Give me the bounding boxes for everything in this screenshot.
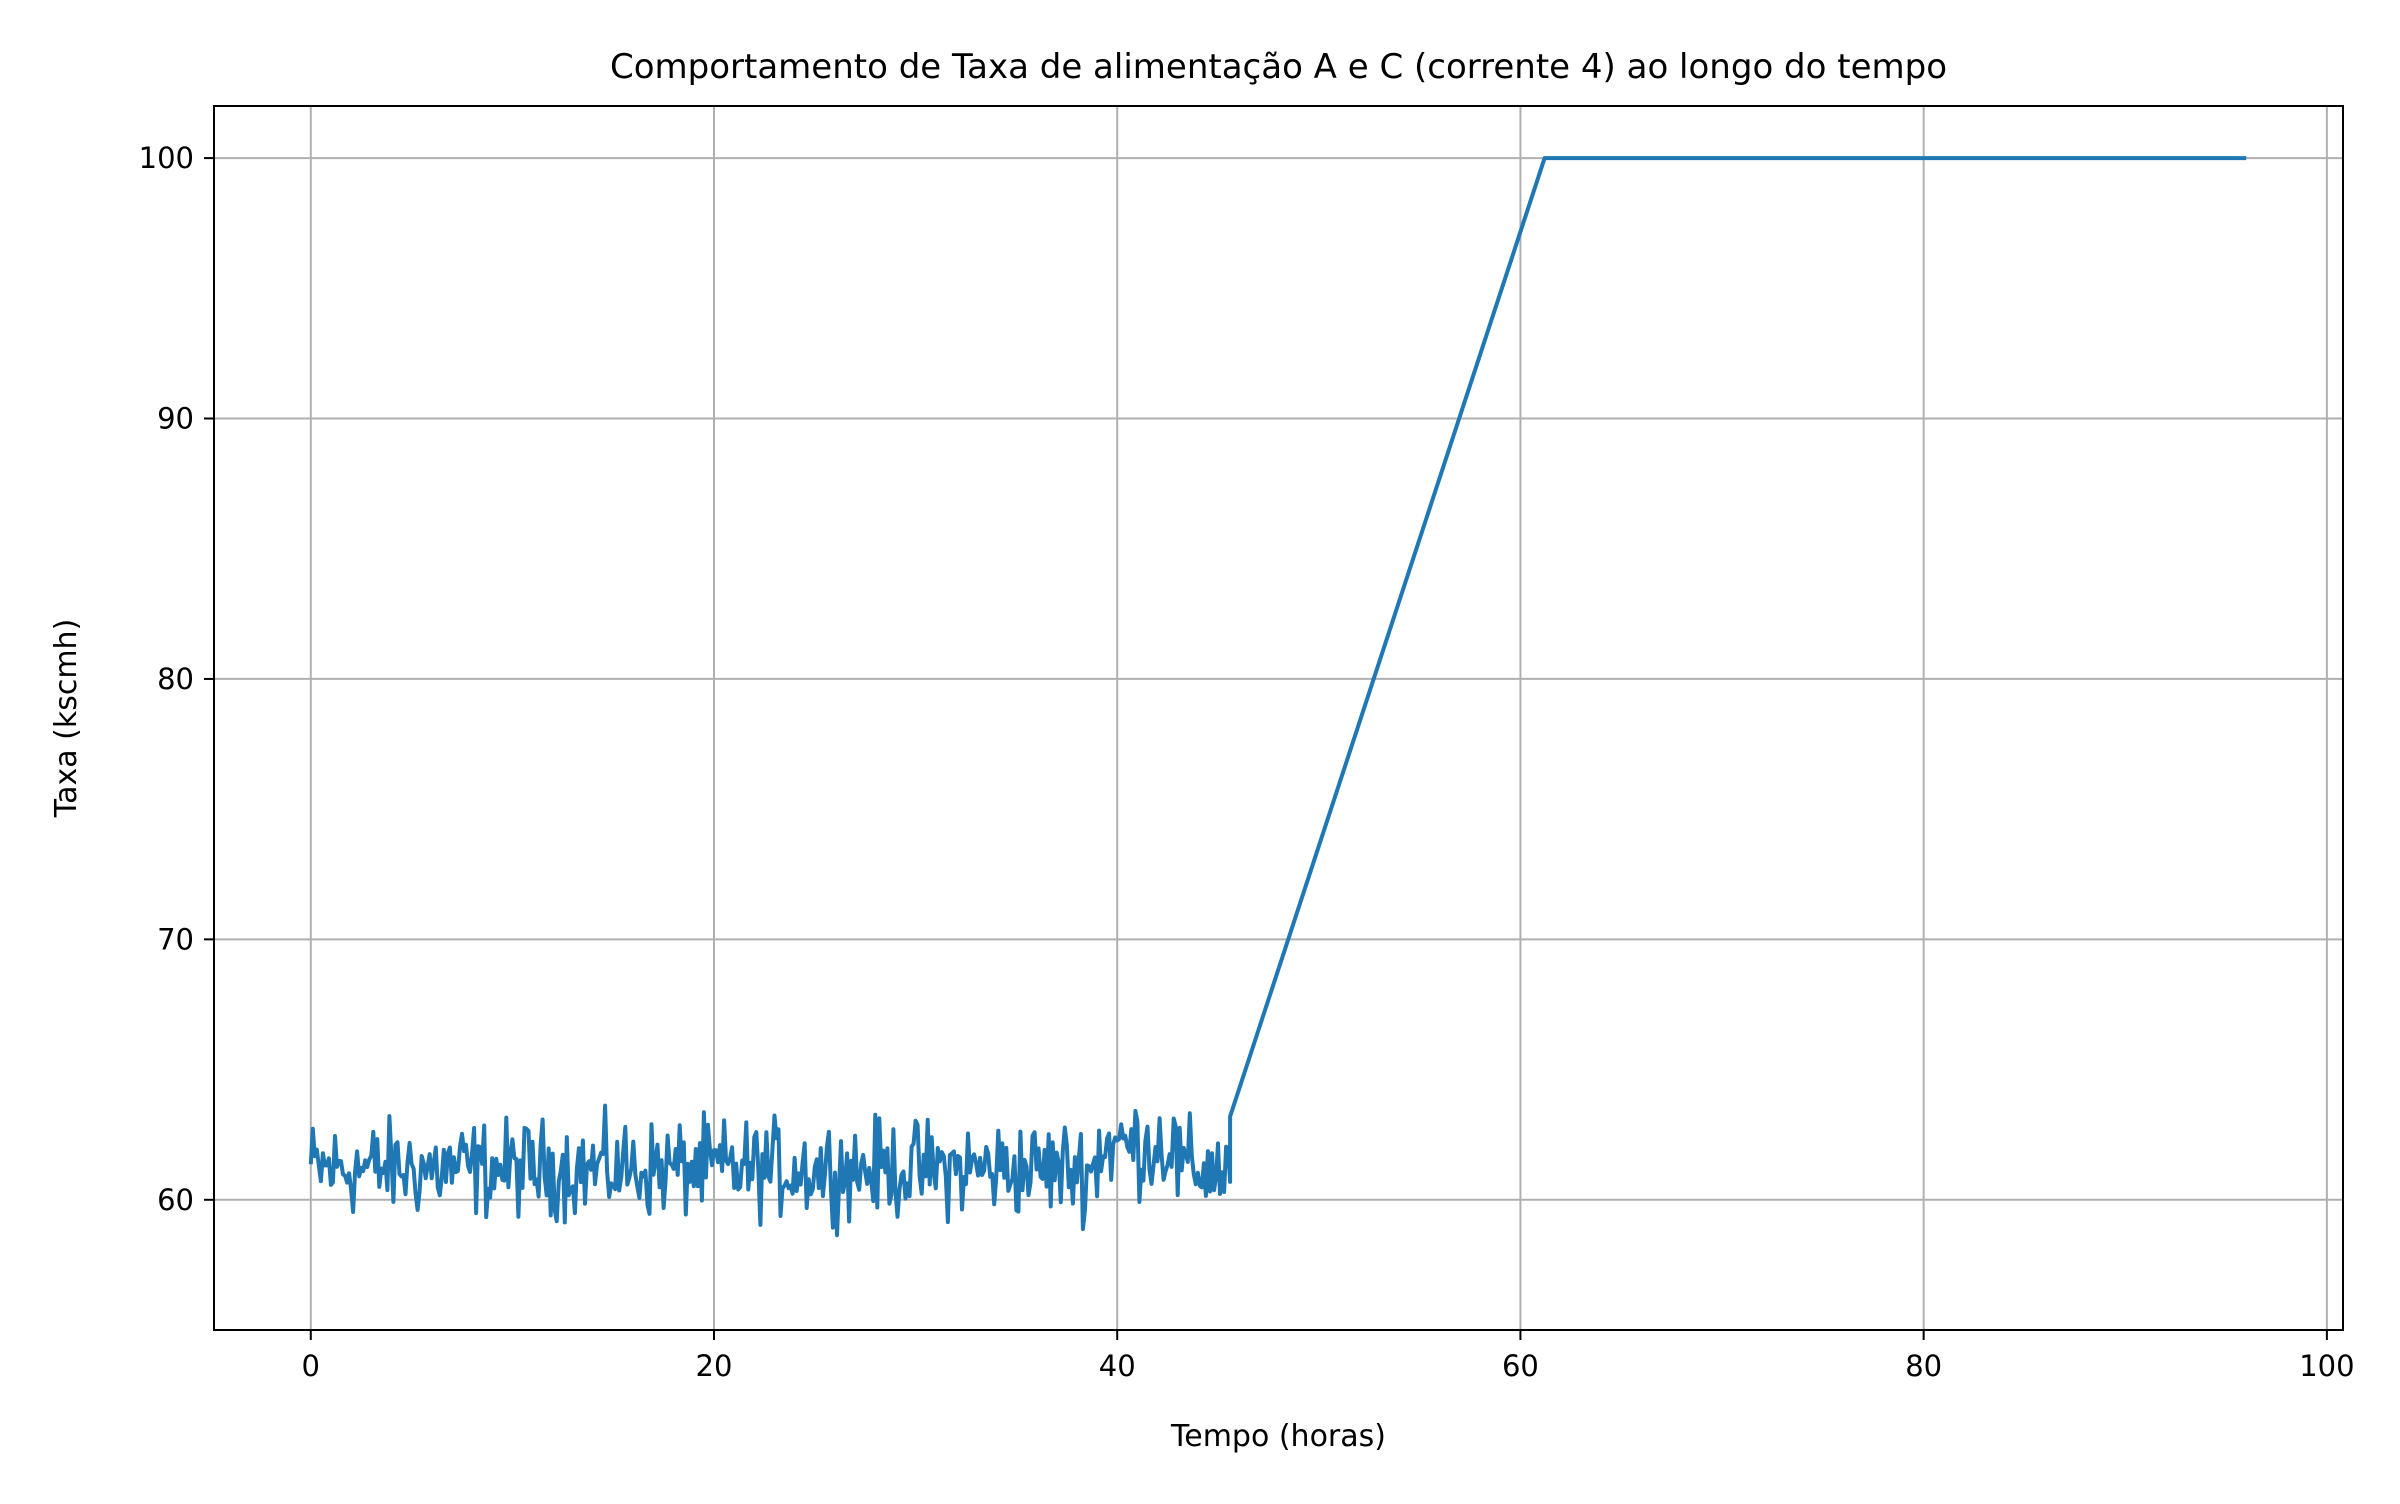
chart-title: Comportamento de Taxa de alimentação A e… [610,47,1947,87]
x-tick-label: 0 [302,1349,320,1383]
y-tick-label: 70 [157,922,194,956]
ticks: 0 20 40 60 80 100 60 70 80 90 100 [139,141,2355,1383]
y-tick-label: 90 [157,402,194,436]
x-tick-label: 80 [1905,1349,1942,1383]
x-tick-label: 40 [1099,1349,1136,1383]
plot-frame [213,105,2344,1331]
series-layer [308,156,2247,1238]
x-axis-label: Tempo (horas) [1170,1419,1386,1454]
y-tick-label: 80 [157,662,194,696]
x-tick-label: 100 [2299,1349,2354,1383]
series-line [308,156,2247,1238]
x-tick-label: 60 [1502,1349,1539,1383]
y-axis-label: Taxa (kscmh) [49,619,84,819]
y-tick-label: 60 [157,1183,194,1217]
y-tick-label: 100 [139,141,194,175]
x-tick-label: 20 [696,1349,733,1383]
grid [214,106,2343,1330]
